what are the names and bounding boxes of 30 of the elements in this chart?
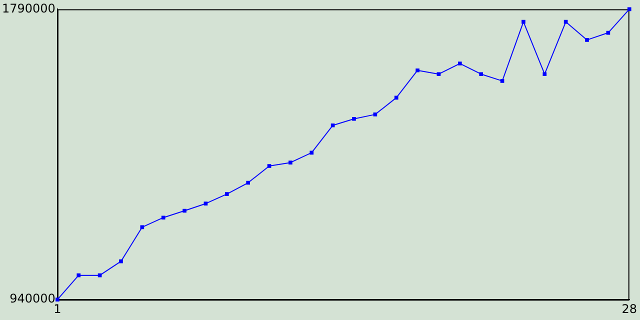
point bbox=[436, 72, 441, 76]
point bbox=[119, 259, 123, 264]
point bbox=[522, 20, 526, 24]
point bbox=[267, 164, 272, 168]
point bbox=[479, 72, 484, 76]
point bbox=[458, 62, 462, 66]
point bbox=[585, 38, 589, 42]
point bbox=[182, 208, 186, 213]
point bbox=[394, 96, 398, 100]
point bbox=[56, 298, 60, 302]
point bbox=[76, 273, 81, 278]
y-tick-label: 940000 bbox=[10, 292, 56, 306]
point bbox=[352, 116, 356, 121]
point bbox=[310, 150, 314, 155]
x-tick-label: 28 bbox=[622, 302, 638, 316]
point bbox=[542, 72, 547, 76]
point bbox=[98, 273, 102, 278]
point bbox=[161, 216, 166, 220]
point bbox=[204, 202, 208, 206]
point bbox=[330, 123, 335, 128]
point bbox=[224, 192, 229, 196]
point bbox=[288, 160, 292, 165]
point bbox=[500, 79, 504, 83]
point bbox=[246, 180, 250, 185]
point bbox=[416, 68, 420, 72]
y-tick-label: 1790000 bbox=[2, 1, 56, 16]
x-tick-label: 1 bbox=[54, 302, 62, 316]
point bbox=[627, 7, 632, 12]
point bbox=[564, 20, 568, 24]
point bbox=[373, 112, 378, 116]
